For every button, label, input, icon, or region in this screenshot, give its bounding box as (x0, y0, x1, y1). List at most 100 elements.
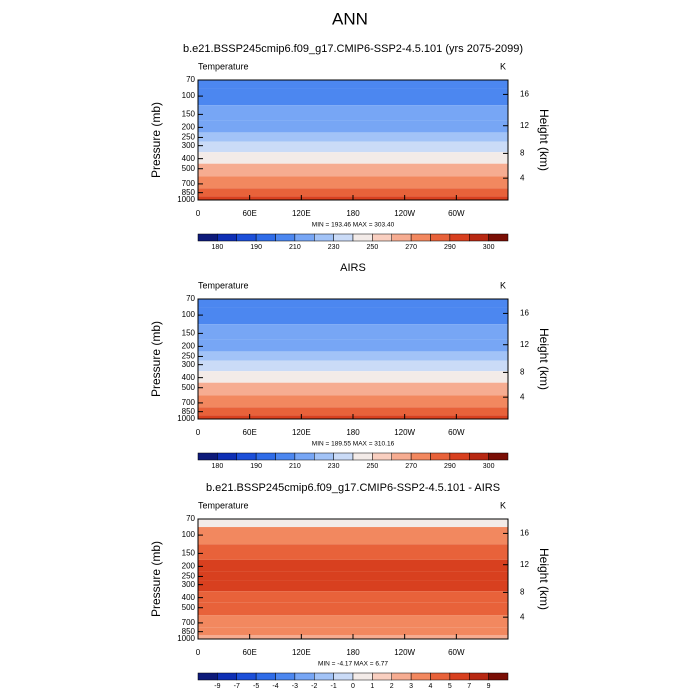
colorbar-box (197, 233, 218, 242)
y-tick-label: 70 (186, 294, 195, 303)
contour-band (198, 351, 508, 361)
colorbar-label: 290 (444, 244, 456, 251)
colorbar-box (372, 672, 392, 681)
y-tick-label: 400 (182, 373, 196, 382)
right-label: K (500, 280, 506, 290)
colorbar-box (275, 672, 296, 681)
y-tick-label: 700 (182, 398, 196, 407)
colorbar-box (430, 672, 451, 681)
colorbar-box (294, 672, 315, 681)
y-tick-label: 300 (182, 141, 196, 150)
y-tick-label: 150 (182, 110, 196, 119)
stats-label: MIN = -4.17 MAX = 6.77 (318, 661, 388, 668)
contour-band (198, 299, 508, 308)
colorbar-box (391, 672, 412, 681)
y-tick-label: 70 (186, 514, 195, 523)
colorbar-label: 230 (328, 463, 340, 470)
contour-band (198, 571, 508, 581)
y2-tick-label: 12 (520, 340, 529, 349)
panel-title: AIRS (340, 262, 366, 274)
colorbar-box (352, 672, 373, 681)
colorbar-label: 190 (250, 244, 262, 251)
contour-band (198, 615, 508, 628)
colorbar-box (314, 233, 334, 242)
y-tick-label: 500 (182, 383, 196, 392)
right-label: K (500, 61, 506, 71)
colorbar-box (197, 672, 218, 681)
y2-tick-label: 8 (520, 588, 525, 597)
x-tick-label: 180 (346, 648, 360, 657)
colorbar-label: 3 (409, 683, 413, 690)
contour-band (198, 132, 508, 142)
y-axis-label: Pressure (mb) (149, 541, 163, 617)
colorbar-label: 4 (429, 683, 433, 690)
contour-band (198, 382, 508, 396)
x-tick-label: 120W (394, 648, 415, 657)
colorbar-box (488, 672, 509, 681)
colorbar-box (391, 452, 412, 461)
colorbar-label: -4 (272, 683, 278, 690)
y-tick-label: 250 (182, 352, 196, 361)
colorbar-label: 9 (487, 683, 491, 690)
colorbar-box (236, 672, 257, 681)
y-tick-label: 200 (182, 561, 196, 570)
y-tick-label: 100 (182, 91, 196, 100)
colorbar-box (236, 452, 257, 461)
colorbar-box (372, 233, 392, 242)
y-tick-label: 70 (186, 75, 195, 84)
colorbar-box (255, 672, 276, 681)
colorbar-box (217, 672, 237, 681)
contour-band (198, 527, 508, 545)
y-tick-label: 850 (182, 627, 196, 636)
y-tick-label: 400 (182, 593, 196, 602)
y2-axis-label: Height (km) (537, 548, 551, 610)
colorbar-box (333, 233, 354, 242)
y2-tick-label: 12 (520, 121, 529, 130)
x-tick-label: 120W (394, 428, 415, 437)
colorbar-box (410, 452, 431, 461)
y-tick-label: 1000 (177, 634, 195, 643)
contour-band (198, 627, 508, 636)
x-tick-label: 60W (448, 648, 465, 657)
y-tick-label: 500 (182, 603, 196, 612)
contour-band (198, 105, 508, 121)
colorbar-box (275, 233, 296, 242)
contour-band (198, 163, 508, 177)
colorbar-label: 2 (390, 683, 394, 690)
y-tick-label: 200 (182, 341, 196, 350)
colorbar-label: 290 (444, 463, 456, 470)
y-tick-label: 300 (182, 360, 196, 369)
y-tick-label: 100 (182, 310, 196, 319)
contour-band (198, 602, 508, 616)
contour-band (198, 559, 508, 572)
colorbar-box (333, 672, 354, 681)
y-tick-label: 200 (182, 122, 196, 131)
left-label: Temperature (198, 280, 249, 290)
x-tick-label: 180 (346, 428, 360, 437)
x-tick-label: 0 (196, 209, 201, 218)
contour-band (198, 580, 508, 592)
colorbar-box (410, 672, 431, 681)
contour-band (198, 80, 508, 89)
y2-tick-label: 12 (520, 560, 529, 569)
x-tick-label: 60W (448, 209, 465, 218)
colorbar-box (333, 452, 354, 461)
y-tick-label: 100 (182, 530, 196, 539)
colorbar-label: 210 (289, 244, 301, 251)
contour-band (198, 591, 508, 603)
colorbar-label: 190 (250, 463, 262, 470)
y2-axis-label: Height (km) (537, 109, 551, 171)
y-tick-label: 250 (182, 572, 196, 581)
y2-axis-label: Height (km) (537, 328, 551, 390)
right-label: K (500, 500, 506, 510)
colorbar-box (488, 452, 509, 461)
colorbar-box (430, 233, 451, 242)
contour-band (198, 324, 508, 340)
contour-band (198, 407, 508, 416)
y2-tick-label: 4 (520, 173, 525, 182)
colorbar-label: 270 (405, 244, 417, 251)
colorbar-box (314, 452, 334, 461)
contour-band (198, 519, 508, 528)
y-tick-label: 150 (182, 329, 196, 338)
y-tick-label: 300 (182, 580, 196, 589)
